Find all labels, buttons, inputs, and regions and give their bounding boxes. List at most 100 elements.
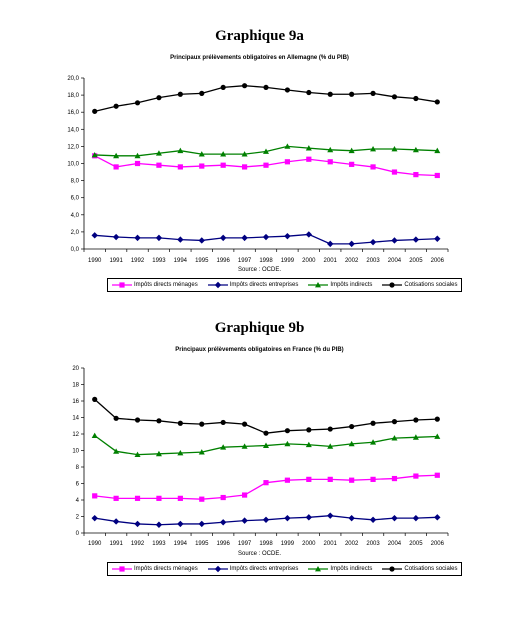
y-tick-label: 20 [72, 366, 79, 372]
chart-a-plot: 0,0 2,0 4,0 6,0 8,0 10,0 12,0 14,0 16,0 18,0 20,0 1… [67, 76, 449, 264]
data-point [306, 156, 312, 162]
data-point [349, 91, 355, 97]
data-point [177, 495, 183, 501]
legend-label: Cotisations sociales [404, 282, 458, 288]
data-point [134, 495, 141, 501]
x-tick-label: 2004 [388, 541, 402, 547]
data-point [241, 492, 248, 498]
chart-a-heading: Graphique 9a [215, 28, 304, 44]
data-point [434, 235, 441, 242]
data-point [241, 151, 248, 157]
data-point [113, 152, 120, 159]
x-tick-label: 1999 [281, 541, 295, 547]
legend-label: Cotisations sociales [404, 566, 458, 572]
x-tick-label: 1992 [131, 541, 145, 547]
data-point [413, 95, 419, 102]
data-point [134, 100, 141, 106]
data-point [198, 520, 205, 528]
y-tick-label: 4 [76, 498, 80, 504]
legend-marker [119, 566, 125, 572]
data-point [155, 450, 162, 457]
data-point [155, 150, 162, 156]
legend-swatch [207, 281, 228, 289]
y-tick-label: 10 [72, 449, 79, 455]
legend-item: Impôts indirects [308, 565, 372, 573]
data-point [370, 145, 377, 152]
data-point [113, 448, 120, 454]
x-tick-label: 1994 [174, 541, 188, 547]
series-2 [91, 432, 441, 458]
data-point [177, 449, 184, 456]
data-point [199, 90, 205, 96]
data-point [305, 514, 313, 521]
x-tick-label: 1998 [259, 258, 273, 264]
x-tick-label: 1995 [195, 541, 209, 547]
data-point [284, 440, 291, 447]
data-point [306, 89, 312, 96]
data-point [241, 164, 248, 170]
data-point [156, 162, 162, 168]
x-tick-label: 1999 [281, 258, 295, 264]
series-3 [92, 396, 440, 436]
y-tick-label: 12,0 [67, 144, 79, 150]
axes: 0,0 2,0 4,0 6,0 8,0 10,0 12,0 14,0 16,0 18,0 20,0 1… [67, 76, 449, 264]
data-point [91, 151, 98, 158]
chart-a-legend: Impôts directs ménages Impôts directs ent… [107, 278, 463, 292]
data-point [284, 514, 291, 522]
data-point [263, 84, 269, 91]
data-point [112, 518, 120, 525]
chart-a-subtitle: Principaux prélèvements obligatoires en … [170, 55, 349, 61]
data-point [156, 418, 162, 424]
data-point [113, 164, 119, 170]
data-point [91, 432, 98, 439]
data-point [305, 145, 312, 151]
data-point [263, 162, 269, 168]
data-point [155, 234, 163, 242]
data-point [199, 421, 205, 427]
data-point [220, 151, 227, 157]
data-point [241, 443, 248, 449]
data-point [413, 473, 419, 479]
y-tick-label: 2,0 [71, 230, 80, 236]
series-0 [92, 472, 440, 502]
data-point [91, 514, 98, 522]
legend-swatch [207, 565, 228, 573]
data-point [434, 514, 441, 521]
data-point [284, 87, 291, 93]
data-point [134, 152, 141, 159]
data-point [155, 521, 163, 528]
legend-swatch [382, 566, 403, 572]
data-point [412, 236, 420, 243]
series-0 [92, 153, 440, 179]
y-tick-label: 10,0 [67, 162, 79, 168]
data-point [370, 164, 376, 170]
legend-item: Cotisations sociales [382, 565, 457, 573]
data-point [198, 237, 205, 244]
data-point [306, 427, 312, 433]
legend-label: Impôts directs entreprises [229, 566, 299, 572]
data-point [369, 238, 377, 246]
data-point [199, 496, 205, 502]
legend-item: Impôts directs entreprises [207, 565, 299, 573]
data-point [370, 90, 376, 96]
legend-item: Impôts indirects [308, 281, 372, 289]
legend-item: Impôts directs ménages [112, 565, 198, 573]
legend-swatch [112, 282, 132, 288]
data-point [327, 426, 333, 432]
x-tick-label: 1992 [131, 258, 145, 264]
data-point [92, 493, 98, 499]
x-tick-label: 1991 [109, 258, 123, 264]
legend-label: Impôts directs ménages [134, 282, 198, 288]
data-point [219, 519, 227, 526]
x-tick-label: 1996 [216, 541, 230, 547]
data-point [284, 428, 291, 434]
x-tick-label: 2003 [366, 541, 380, 547]
data-point [263, 480, 269, 486]
y-tick-label: 0 [76, 531, 80, 537]
data-point [284, 143, 291, 149]
data-point [327, 512, 334, 519]
series-line [94, 474, 438, 500]
legend-marker [315, 282, 322, 288]
data-point [156, 95, 162, 101]
data-point [305, 441, 312, 448]
